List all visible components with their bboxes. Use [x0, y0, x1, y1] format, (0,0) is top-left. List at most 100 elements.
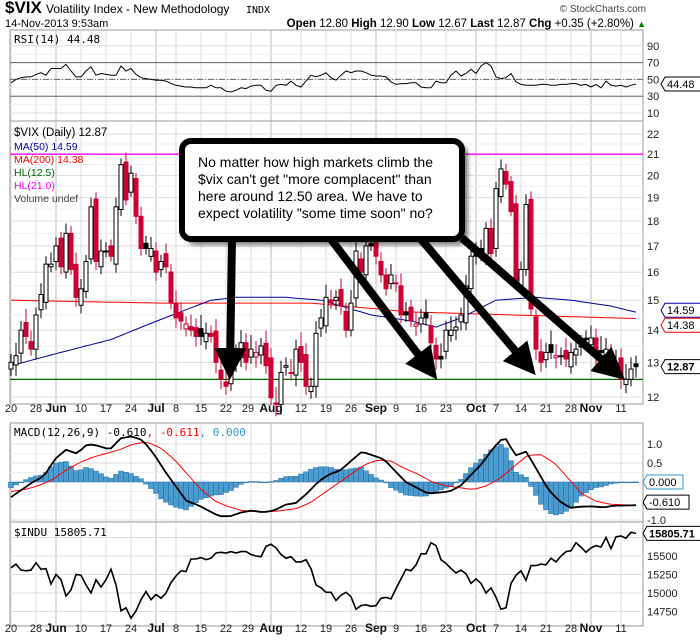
open-label: Open — [287, 18, 316, 30]
macd-histogram-bar — [103, 476, 109, 483]
candle-body — [103, 250, 109, 253]
x-tick-label: 7 — [493, 623, 499, 635]
x-tick-label: 12 — [295, 623, 307, 635]
price-y-tick-label: 18 — [647, 216, 659, 228]
candle-body — [558, 355, 564, 358]
candle-body — [323, 296, 329, 327]
macd-histogram-bar — [533, 481, 539, 496]
candle-body — [178, 312, 184, 322]
macd-histogram-bar — [18, 481, 24, 484]
x-tick-label: 10 — [75, 403, 87, 415]
candle-body — [543, 351, 549, 361]
candle-body — [403, 311, 409, 316]
macd-histogram-bar — [123, 472, 129, 483]
macd-histogram-bar — [528, 481, 534, 487]
chg-label: Chg — [529, 18, 551, 30]
macd-histogram-bar — [108, 477, 114, 483]
macd-histogram-bar — [518, 474, 524, 483]
x-tick-label: Jul — [147, 621, 164, 635]
candle-body — [613, 362, 619, 367]
candle-body — [108, 245, 114, 257]
x-tick-label: 23 — [440, 623, 452, 635]
candle-body — [408, 306, 414, 322]
macd-histogram-bar — [303, 471, 309, 483]
macd-histogram-bar — [313, 467, 319, 483]
candle-body — [633, 363, 639, 368]
macd-histogram-bar — [368, 474, 374, 483]
candle-body — [423, 312, 429, 319]
candle-body — [18, 329, 24, 354]
datetime: 14-Nov-2013 9:53am — [5, 18, 108, 30]
macd-zero-tag: 0.000 — [649, 477, 677, 489]
x-tick-label: 16 — [415, 623, 427, 635]
macd-signal-line — [10, 441, 637, 513]
macd-histogram-bar — [598, 481, 604, 488]
x-tick-label: 28 — [30, 403, 42, 415]
x-tick-label: 24 — [125, 403, 137, 415]
candle-body — [263, 342, 269, 367]
macd-histogram-bar — [168, 481, 174, 506]
last-price-tag-box — [660, 359, 700, 375]
macd-histogram-bar — [163, 481, 169, 503]
rsi-y-tick-label: 30 — [647, 91, 659, 103]
x-tick-label: 28 — [565, 623, 577, 635]
price-legend: $VIX (Daily) 12.87 MA(50) 14.59 MA(200) … — [14, 127, 107, 205]
x-tick-label: 21 — [540, 623, 552, 635]
candle-body — [498, 168, 504, 197]
macd-value-tag-box — [642, 494, 690, 510]
x-tick-label: 12 — [295, 403, 307, 415]
candle-body — [118, 164, 124, 210]
macd-histogram-bar — [388, 481, 394, 488]
candle-body — [193, 327, 199, 337]
x-tick-label: 29 — [242, 403, 254, 415]
macd-histogram-bar — [98, 473, 104, 483]
macd-histogram-bar — [23, 479, 29, 483]
candle-body — [168, 271, 174, 304]
candle-body — [153, 250, 159, 273]
candle-body — [313, 332, 319, 387]
macd-value-tag: -0.610 — [649, 497, 680, 509]
macd-histogram-bar — [243, 481, 249, 484]
macd-histogram-bar — [568, 481, 574, 509]
macd-histogram-bar — [378, 479, 384, 483]
x-tick-label: 21 — [540, 403, 552, 415]
macd-histogram-bar — [143, 481, 149, 485]
candle-body — [493, 188, 499, 249]
indu-value-tag-box — [642, 525, 700, 541]
legend-ma200: MA(200) 14.38 — [14, 154, 84, 166]
annotation: No matter how high markets climb the $vi… — [179, 138, 626, 380]
x-tick-label: 20 — [5, 623, 17, 635]
up-arrow-icon: ▲ — [637, 19, 646, 29]
macd-histogram-bar — [523, 476, 529, 483]
candle-body — [213, 330, 219, 363]
rsi-y-tick-label: 90 — [647, 41, 659, 53]
macd-histogram-bar — [373, 477, 379, 483]
candle-body — [393, 282, 399, 285]
candle-body — [83, 260, 89, 292]
last-value: 12.87 — [497, 18, 526, 30]
macd-histogram-bar — [183, 481, 189, 511]
symbol: $VIX — [5, 0, 43, 17]
candle-body — [208, 332, 214, 337]
signal-legend-value: , -0.611 — [146, 426, 199, 439]
candle-body — [138, 215, 144, 249]
x-tick-label: Oct — [466, 621, 486, 635]
x-tick-label: 15 — [195, 403, 207, 415]
candle-body — [628, 368, 634, 380]
last-label: Last — [470, 18, 494, 30]
indu-value-tag: 15805.71 — [649, 528, 695, 540]
x-tick-label: Nov — [580, 621, 603, 635]
candle-body — [308, 385, 314, 393]
macd-legend-name: MACD(12,26,9) — [14, 426, 100, 439]
macd-histogram-bar — [398, 481, 404, 493]
candle-body — [23, 321, 29, 337]
candle-body — [38, 293, 44, 311]
candle-body — [418, 317, 424, 325]
x-tick-label: 8 — [173, 403, 179, 415]
x-tick-label: Aug — [259, 621, 282, 635]
price-y-tick-label: 19 — [647, 193, 659, 205]
candle-body — [363, 245, 369, 276]
macd-histogram-bar — [623, 481, 629, 484]
x-tick-label: Sep — [365, 401, 387, 415]
